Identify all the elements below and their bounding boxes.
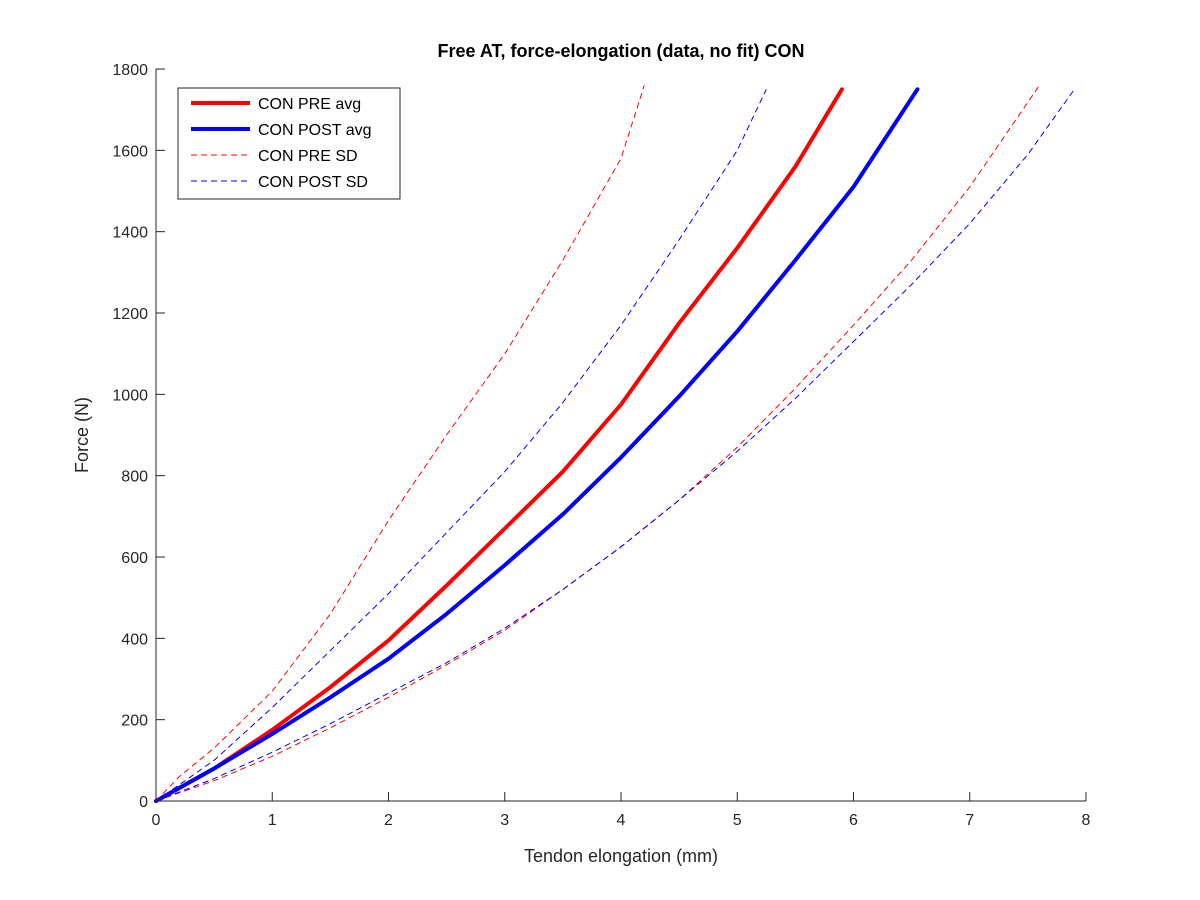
y-tick-label: 800 [121,469,148,486]
y-tick-label: 200 [121,713,148,730]
x-tick-label: 1 [268,812,277,829]
x-tick-label: 5 [733,812,742,829]
legend-label-con-post-avg: CON POST avg [258,122,372,139]
series-line-con-post-sd-lower [155,89,1075,802]
x-tick-label: 0 [152,812,161,829]
legend-label-con-pre-sd: CON PRE SD [258,148,358,165]
y-tick-label: 600 [121,550,148,567]
series-line-con-pre-sd-upper [155,85,645,802]
x-tick-label: 8 [1082,812,1091,829]
x-tick-label: 2 [384,812,393,829]
x-axis-title: Tendon elongation (mm) [524,846,718,866]
x-tick-label: 7 [965,812,974,829]
series-line-con-post-avg [154,87,920,803]
y-tick-label: 1400 [112,225,148,242]
y-tick-label: 1600 [112,143,148,160]
chart-title: Free AT, force-elongation (data, no fit)… [437,41,804,61]
y-axis-title: Force (N) [72,397,92,473]
legend-label-con-post-sd: CON POST SD [258,174,368,191]
series-line-con-post-sd-upper [155,89,767,802]
y-tick-label: 1000 [112,387,148,404]
axes-layer: 0 1 2 3 4 5 6 7 8 0 200 400 600 800 1000 1200 1400 1600 18… [112,62,1090,829]
x-tick-label: 4 [617,812,626,829]
y-tick-label: 0 [139,794,148,811]
series-layer [154,85,1075,803]
series-line-con-pre-avg [154,87,844,803]
y-tick-label: 1200 [112,306,148,323]
x-tick-label: 6 [849,812,858,829]
legend: CON PRE avg CON POST avg CON PRE SD CON POS… [177,87,401,200]
x-tick-label: 3 [500,812,509,829]
legend-label-con-pre-avg: CON PRE avg [258,96,361,113]
y-tick-label: 400 [121,631,148,648]
y-tick-label: 1800 [112,62,148,79]
